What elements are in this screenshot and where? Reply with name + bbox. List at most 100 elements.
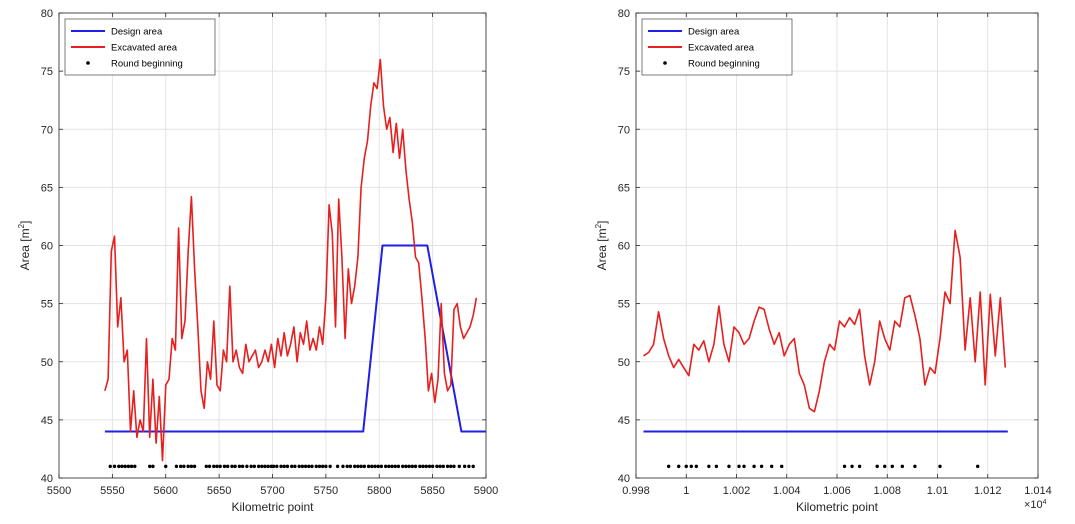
round-beginning-point bbox=[430, 464, 435, 469]
legend-label: Round beginning bbox=[111, 59, 183, 70]
round-beginning-point bbox=[383, 464, 388, 469]
x-tick-label: 1.01 bbox=[927, 485, 948, 497]
round-beginning-point bbox=[727, 464, 731, 469]
x-tick-label: 5700 bbox=[260, 485, 284, 497]
round-beginning-point bbox=[245, 464, 249, 469]
round-beginning-point bbox=[129, 464, 134, 469]
round-beginning-point bbox=[341, 464, 345, 469]
round-beginning-point bbox=[126, 464, 131, 469]
y-tick-label: 55 bbox=[618, 299, 630, 311]
y-tick-label: 75 bbox=[618, 66, 630, 78]
round-beginning-point bbox=[233, 464, 237, 469]
x-tick-label: 1 bbox=[683, 485, 689, 497]
legend: Design area Excavated area Round beginning bbox=[64, 18, 216, 76]
round-beginning-point bbox=[249, 464, 253, 469]
y-tick-label: 50 bbox=[618, 357, 630, 369]
y-tick-label: 45 bbox=[618, 415, 630, 427]
round-beginning-point bbox=[324, 464, 328, 469]
x-tick-label: 5600 bbox=[154, 485, 178, 497]
round-beginning-point bbox=[435, 464, 439, 469]
x-exponent-base: ×10 bbox=[1024, 499, 1043, 511]
round-beginning-point bbox=[449, 464, 453, 469]
round-beginning-point bbox=[218, 464, 222, 469]
design-area-line bbox=[104, 244, 486, 433]
legend-swatch-dot bbox=[663, 61, 667, 65]
round-beginning-point bbox=[842, 464, 847, 469]
round-beginning-point bbox=[314, 464, 318, 469]
round-beginning-point bbox=[379, 464, 384, 469]
round-beginning-point bbox=[290, 464, 294, 469]
round-beginning-point bbox=[445, 464, 450, 469]
legend-label: Design area bbox=[111, 27, 163, 38]
legend-swatch-dot bbox=[86, 61, 90, 65]
x-axis-label: Kilometric point bbox=[796, 500, 879, 514]
round-beginning-point bbox=[737, 464, 741, 469]
round-beginning-point bbox=[352, 464, 357, 469]
excavated-area-line bbox=[643, 229, 1007, 413]
round-beginning-point bbox=[452, 464, 456, 469]
x-tick-label: 1.006 bbox=[823, 485, 851, 497]
legend-label: Excavated area bbox=[688, 43, 755, 54]
round-beginning-point bbox=[120, 464, 124, 469]
round-beginning-point bbox=[307, 464, 311, 469]
round-beginning-point bbox=[123, 464, 127, 469]
round-beginning-point bbox=[890, 464, 894, 469]
round-beginning-point bbox=[215, 464, 219, 469]
round-beginning-point bbox=[407, 464, 411, 469]
round-beginning-point bbox=[182, 464, 186, 469]
round-beginning-point bbox=[174, 464, 179, 469]
round-beginning-point bbox=[148, 464, 152, 469]
round-beginning-point bbox=[300, 464, 305, 469]
round-beginning-point bbox=[207, 464, 212, 469]
y-tick-label: 60 bbox=[41, 241, 53, 253]
round-beginning-markers bbox=[666, 464, 980, 469]
round-beginning-point bbox=[759, 464, 764, 469]
round-beginning-point bbox=[850, 464, 854, 469]
y-axis-label: Area [m2] bbox=[17, 221, 32, 271]
round-beginning-point bbox=[467, 464, 471, 469]
y-axis-label-sup: 2 bbox=[17, 223, 26, 228]
excavated-area-line bbox=[104, 58, 478, 462]
y-tick-label: 75 bbox=[41, 66, 53, 78]
x-exponent-label: ×104 bbox=[1024, 499, 1047, 511]
round-beginning-point bbox=[427, 464, 432, 469]
x-tick-label: 0.998 bbox=[622, 485, 650, 497]
y-axis-label-end: ] bbox=[595, 221, 609, 224]
x-tick-label: 1.012 bbox=[974, 485, 1002, 497]
round-beginning-point bbox=[387, 464, 391, 469]
round-beginning-point bbox=[373, 464, 377, 469]
round-beginning-point bbox=[938, 464, 942, 469]
round-beginning-point bbox=[225, 464, 230, 469]
x-tick-label: 1.004 bbox=[773, 485, 801, 497]
y-axis-label-end: ] bbox=[18, 221, 32, 224]
round-beginning-point bbox=[256, 464, 261, 469]
round-beginning-point bbox=[230, 464, 234, 469]
round-beginning-point bbox=[707, 464, 711, 469]
round-beginning-point bbox=[192, 464, 197, 469]
x-tick-label: 5750 bbox=[314, 485, 338, 497]
round-beginning-point bbox=[263, 464, 267, 469]
legend-label: Round beginning bbox=[688, 59, 760, 70]
round-beginning-point bbox=[976, 464, 980, 469]
x-axis-label: Kilometric point bbox=[231, 500, 314, 514]
round-beginning-point bbox=[359, 464, 363, 469]
round-beginning-point bbox=[883, 464, 887, 469]
round-beginning-point bbox=[133, 464, 137, 469]
round-beginning-point bbox=[237, 464, 242, 469]
round-beginning-point bbox=[178, 464, 183, 469]
y-tick-label: 50 bbox=[41, 357, 53, 369]
round-beginning-point bbox=[424, 464, 428, 469]
y-tick-label: 80 bbox=[41, 8, 53, 20]
chart-panel-1: 5500 5550 5600 5650 5700 5750 5800 5850 59004045… bbox=[17, 8, 498, 514]
round-beginning-point bbox=[390, 464, 394, 469]
x-tick-label: 5550 bbox=[100, 485, 124, 497]
round-beginning-point bbox=[714, 464, 719, 469]
round-beginning-point bbox=[186, 464, 190, 469]
round-beginning-point bbox=[189, 464, 194, 469]
round-beginning-point bbox=[240, 464, 245, 469]
round-beginning-point bbox=[328, 464, 332, 469]
y-tick-label: 60 bbox=[618, 241, 630, 253]
y-axis-label-main: Area [m bbox=[18, 228, 32, 270]
